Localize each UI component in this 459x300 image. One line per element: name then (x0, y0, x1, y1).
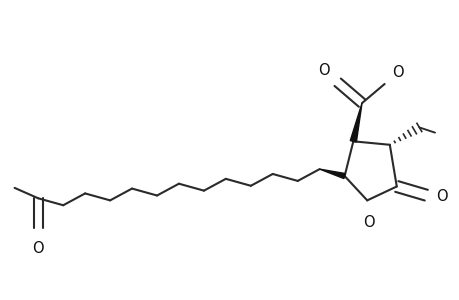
Text: O: O (362, 215, 374, 230)
Text: O: O (32, 242, 44, 256)
Text: O: O (435, 189, 447, 204)
Text: O: O (392, 65, 403, 80)
Polygon shape (319, 169, 345, 178)
Polygon shape (349, 103, 361, 142)
Text: O: O (318, 63, 330, 78)
